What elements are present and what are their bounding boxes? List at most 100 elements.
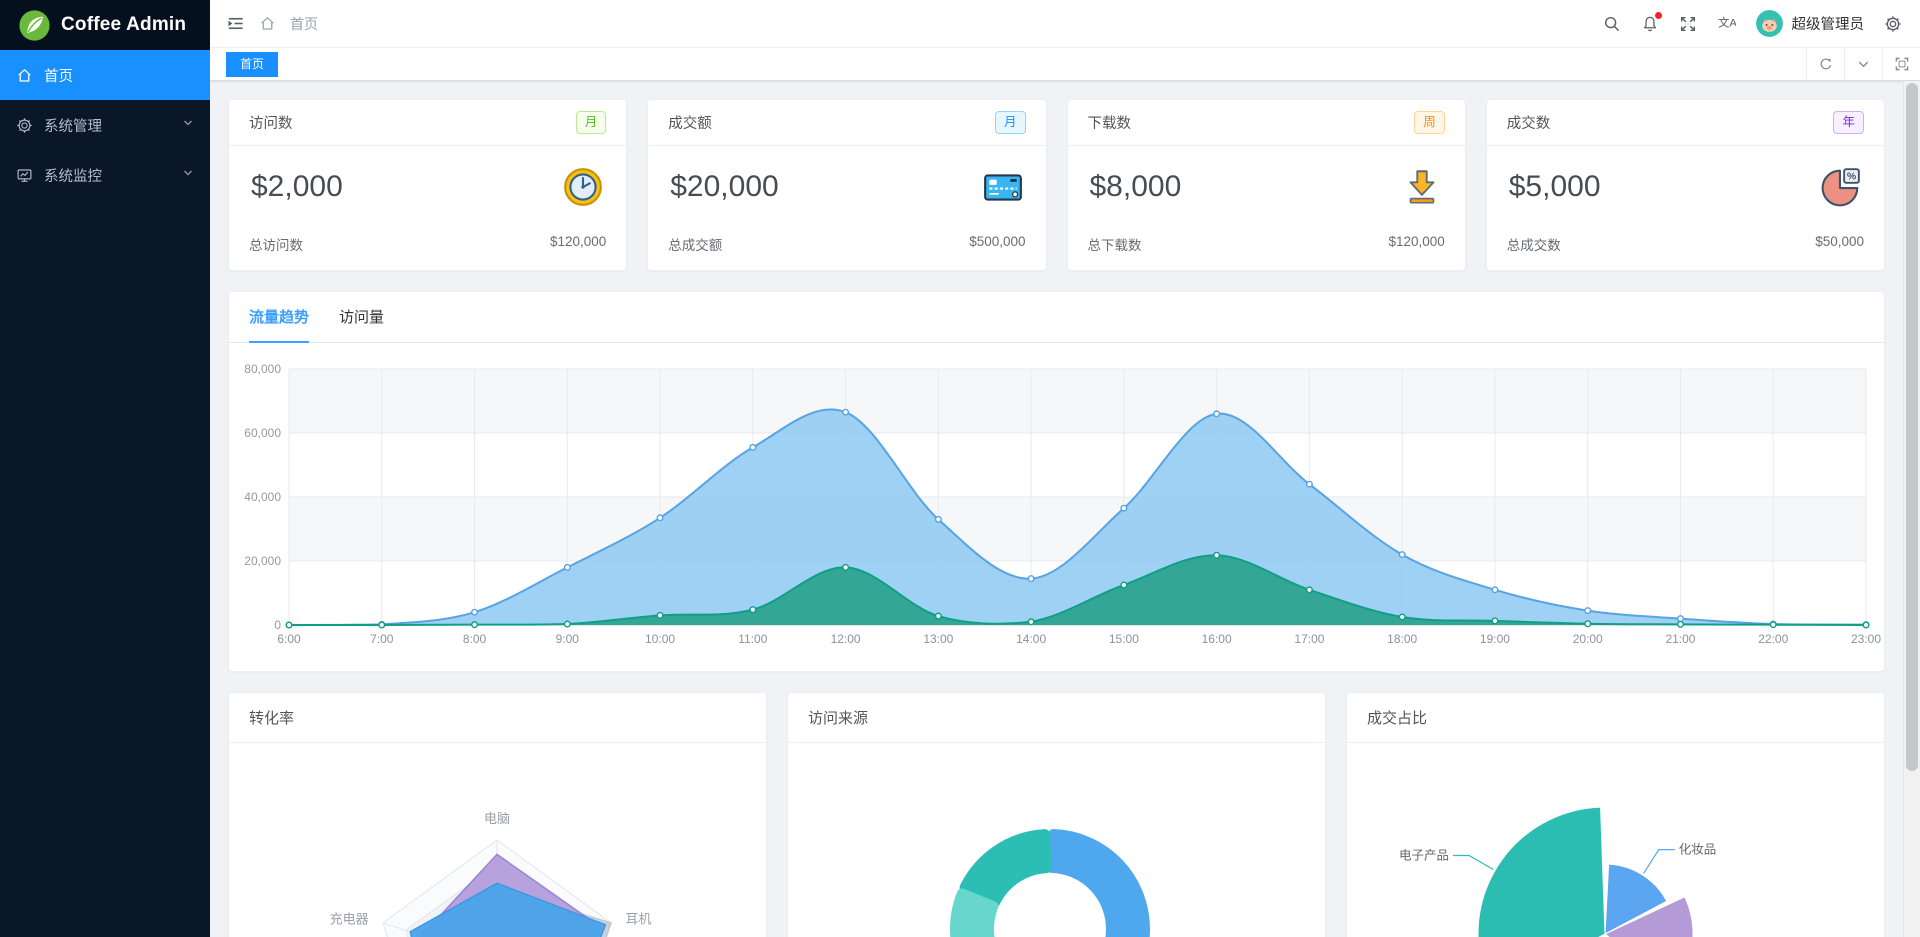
stat-footer-value: $500,000 [969, 234, 1026, 249]
spring-leaf-logo-icon [19, 9, 50, 41]
svg-text:40,000: 40,000 [244, 490, 281, 504]
visit-source-card: 访问来源 [787, 692, 1326, 937]
svg-text:%: % [1847, 170, 1857, 182]
tab-home[interactable]: 首页 [226, 51, 279, 77]
chevron-down-icon[interactable] [1844, 48, 1882, 80]
tab-visit-volume[interactable]: 访问量 [339, 309, 385, 326]
translate-icon[interactable]: 文A [1717, 14, 1735, 33]
tab-traffic-trend[interactable]: 流量趋势 [249, 292, 310, 343]
svg-text:文A: 文A [1717, 15, 1735, 29]
sidebar-collapse-icon[interactable] [226, 14, 245, 33]
svg-text:耳机: 耳机 [625, 911, 651, 926]
app-logo: Coffee Admin [0, 0, 210, 50]
page-scrollbar[interactable] [1903, 81, 1920, 937]
deal-share-card: 成交占比 化妆品 电子产品 [1346, 692, 1885, 937]
stat-footer-label: 总下载数 [1087, 238, 1142, 253]
svg-text:0: 0 [274, 618, 281, 632]
svg-text:60,000: 60,000 [244, 426, 281, 440]
search-icon[interactable] [1603, 15, 1621, 33]
stat-footer-label: 总访问数 [249, 238, 303, 253]
sidebar-menu: 首页 系统管理 系统监控 [0, 50, 210, 200]
home-icon [18, 68, 31, 82]
svg-text:电子产品: 电子产品 [1399, 849, 1449, 863]
stat-value: $2,000 [251, 169, 343, 203]
stat-card-downloads: 下载数 周 $8,000 总下载数 $120,000 [1066, 99, 1466, 271]
period-tag: 月 [575, 111, 607, 134]
sidebar-item-label: 系统管理 [44, 118, 102, 135]
credit-card-icon [983, 174, 1022, 201]
svg-text:17:00: 17:00 [1294, 632, 1324, 646]
traffic-area-chart: 0 20,000 40,000 60,000 80,000 6:00 7:00 8:00 9:0… [244, 362, 1881, 646]
notification-bell-icon[interactable] [1641, 11, 1662, 33]
stat-value: $20,000 [670, 169, 779, 203]
svg-text:7:00: 7:00 [370, 632, 394, 646]
stat-value: $8,000 [1089, 169, 1182, 203]
svg-text:8:00: 8:00 [463, 632, 487, 646]
visit-source-donut-chart [950, 829, 1150, 937]
sidebar: Coffee Admin 首页 系统管理 [0, 0, 210, 937]
svg-text:电脑: 电脑 [484, 811, 510, 826]
chevron-down-icon [182, 117, 194, 133]
svg-text:10:00: 10:00 [645, 632, 675, 646]
fullscreen-icon[interactable] [1679, 15, 1697, 33]
sidebar-item-label: 系统监控 [44, 168, 102, 185]
sidebar-item-home[interactable]: 首页 [0, 50, 210, 100]
svg-text:23:00: 23:00 [1851, 632, 1881, 646]
svg-text:20:00: 20:00 [1573, 632, 1603, 646]
main-content: 访问数 月 $2,000 总访问数 $120,000 成交额 [210, 81, 1903, 937]
period-tag: 月 [994, 111, 1026, 134]
stat-card-title: 下载数 [1087, 115, 1132, 132]
top-navbar: 首页 文A [210, 0, 1920, 48]
stat-card-title: 成交额 [668, 115, 712, 132]
svg-text:12:00: 12:00 [831, 632, 861, 646]
chevron-down-icon [182, 167, 194, 183]
app-title: Coffee Admin [61, 14, 187, 35]
breadcrumb[interactable]: 首页 [290, 15, 318, 32]
bottom-cards-row: 转化率 电脑耳机 充电器 访问来源 成交占比 化妆品 电子产品 [228, 692, 1885, 937]
conversion-card: 转化率 电脑耳机 充电器 [228, 692, 767, 937]
svg-text:21:00: 21:00 [1665, 632, 1695, 646]
period-tag: 周 [1414, 111, 1445, 134]
username[interactable]: 超级管理员 [1791, 17, 1865, 33]
svg-text:9:00: 9:00 [556, 632, 580, 646]
traffic-tabs: 流量趋势 访问量 [229, 292, 1884, 343]
svg-text:化妆品: 化妆品 [1679, 843, 1717, 857]
svg-text:18:00: 18:00 [1387, 632, 1417, 646]
refresh-icon[interactable] [1806, 48, 1844, 80]
settings-gear-icon[interactable] [1884, 15, 1902, 33]
download-icon [1409, 170, 1435, 204]
stat-footer-label: 总成交额 [668, 238, 723, 253]
svg-text:14:00: 14:00 [1016, 632, 1046, 646]
svg-text:充电器: 充电器 [330, 911, 369, 926]
svg-text:15:00: 15:00 [1109, 632, 1139, 646]
sidebar-item-label: 首页 [44, 68, 73, 85]
stat-card-turnover: 成交额 月 $20,000 总成交额 $500,000 [647, 99, 1047, 271]
svg-text:80,000: 80,000 [244, 362, 281, 376]
svg-text:6:00: 6:00 [277, 632, 301, 646]
stat-footer-value: $120,000 [1388, 234, 1445, 249]
monitor-icon [17, 168, 32, 182]
stat-card-title: 访问数 [249, 115, 293, 132]
card-title: 转化率 [229, 693, 766, 743]
tags-view-bar: 首页 [210, 48, 1920, 81]
scrollbar-thumb[interactable] [1906, 83, 1918, 771]
stat-card-title: 成交数 [1506, 115, 1551, 132]
card-title: 成交占比 [1347, 693, 1884, 743]
avatar[interactable] [1755, 10, 1783, 37]
stat-cards-row: 访问数 月 $2,000 总访问数 $120,000 成交额 [228, 99, 1885, 271]
maximize-icon[interactable] [1882, 48, 1920, 80]
svg-text:13:00: 13:00 [923, 632, 953, 646]
breadcrumb-home-icon[interactable] [259, 15, 276, 32]
card-title: 访问来源 [788, 693, 1325, 743]
stat-footer-value: $120,000 [549, 234, 607, 249]
deal-share-pie-chart: 化妆品 电子产品 [1399, 806, 1717, 937]
sidebar-item-system-monitor[interactable]: 系统监控 [0, 150, 210, 200]
svg-text:20,000: 20,000 [244, 554, 281, 568]
stat-card-deals: 成交数 年 $5,000 % 总成交数 $50,000 [1485, 99, 1885, 271]
svg-text:19:00: 19:00 [1480, 632, 1510, 646]
stat-value: $5,000 [1508, 169, 1601, 203]
user-menu[interactable]: 超级管理员 [1755, 10, 1865, 37]
svg-text:16:00: 16:00 [1202, 632, 1232, 646]
sidebar-item-system-management[interactable]: 系统管理 [0, 100, 210, 150]
